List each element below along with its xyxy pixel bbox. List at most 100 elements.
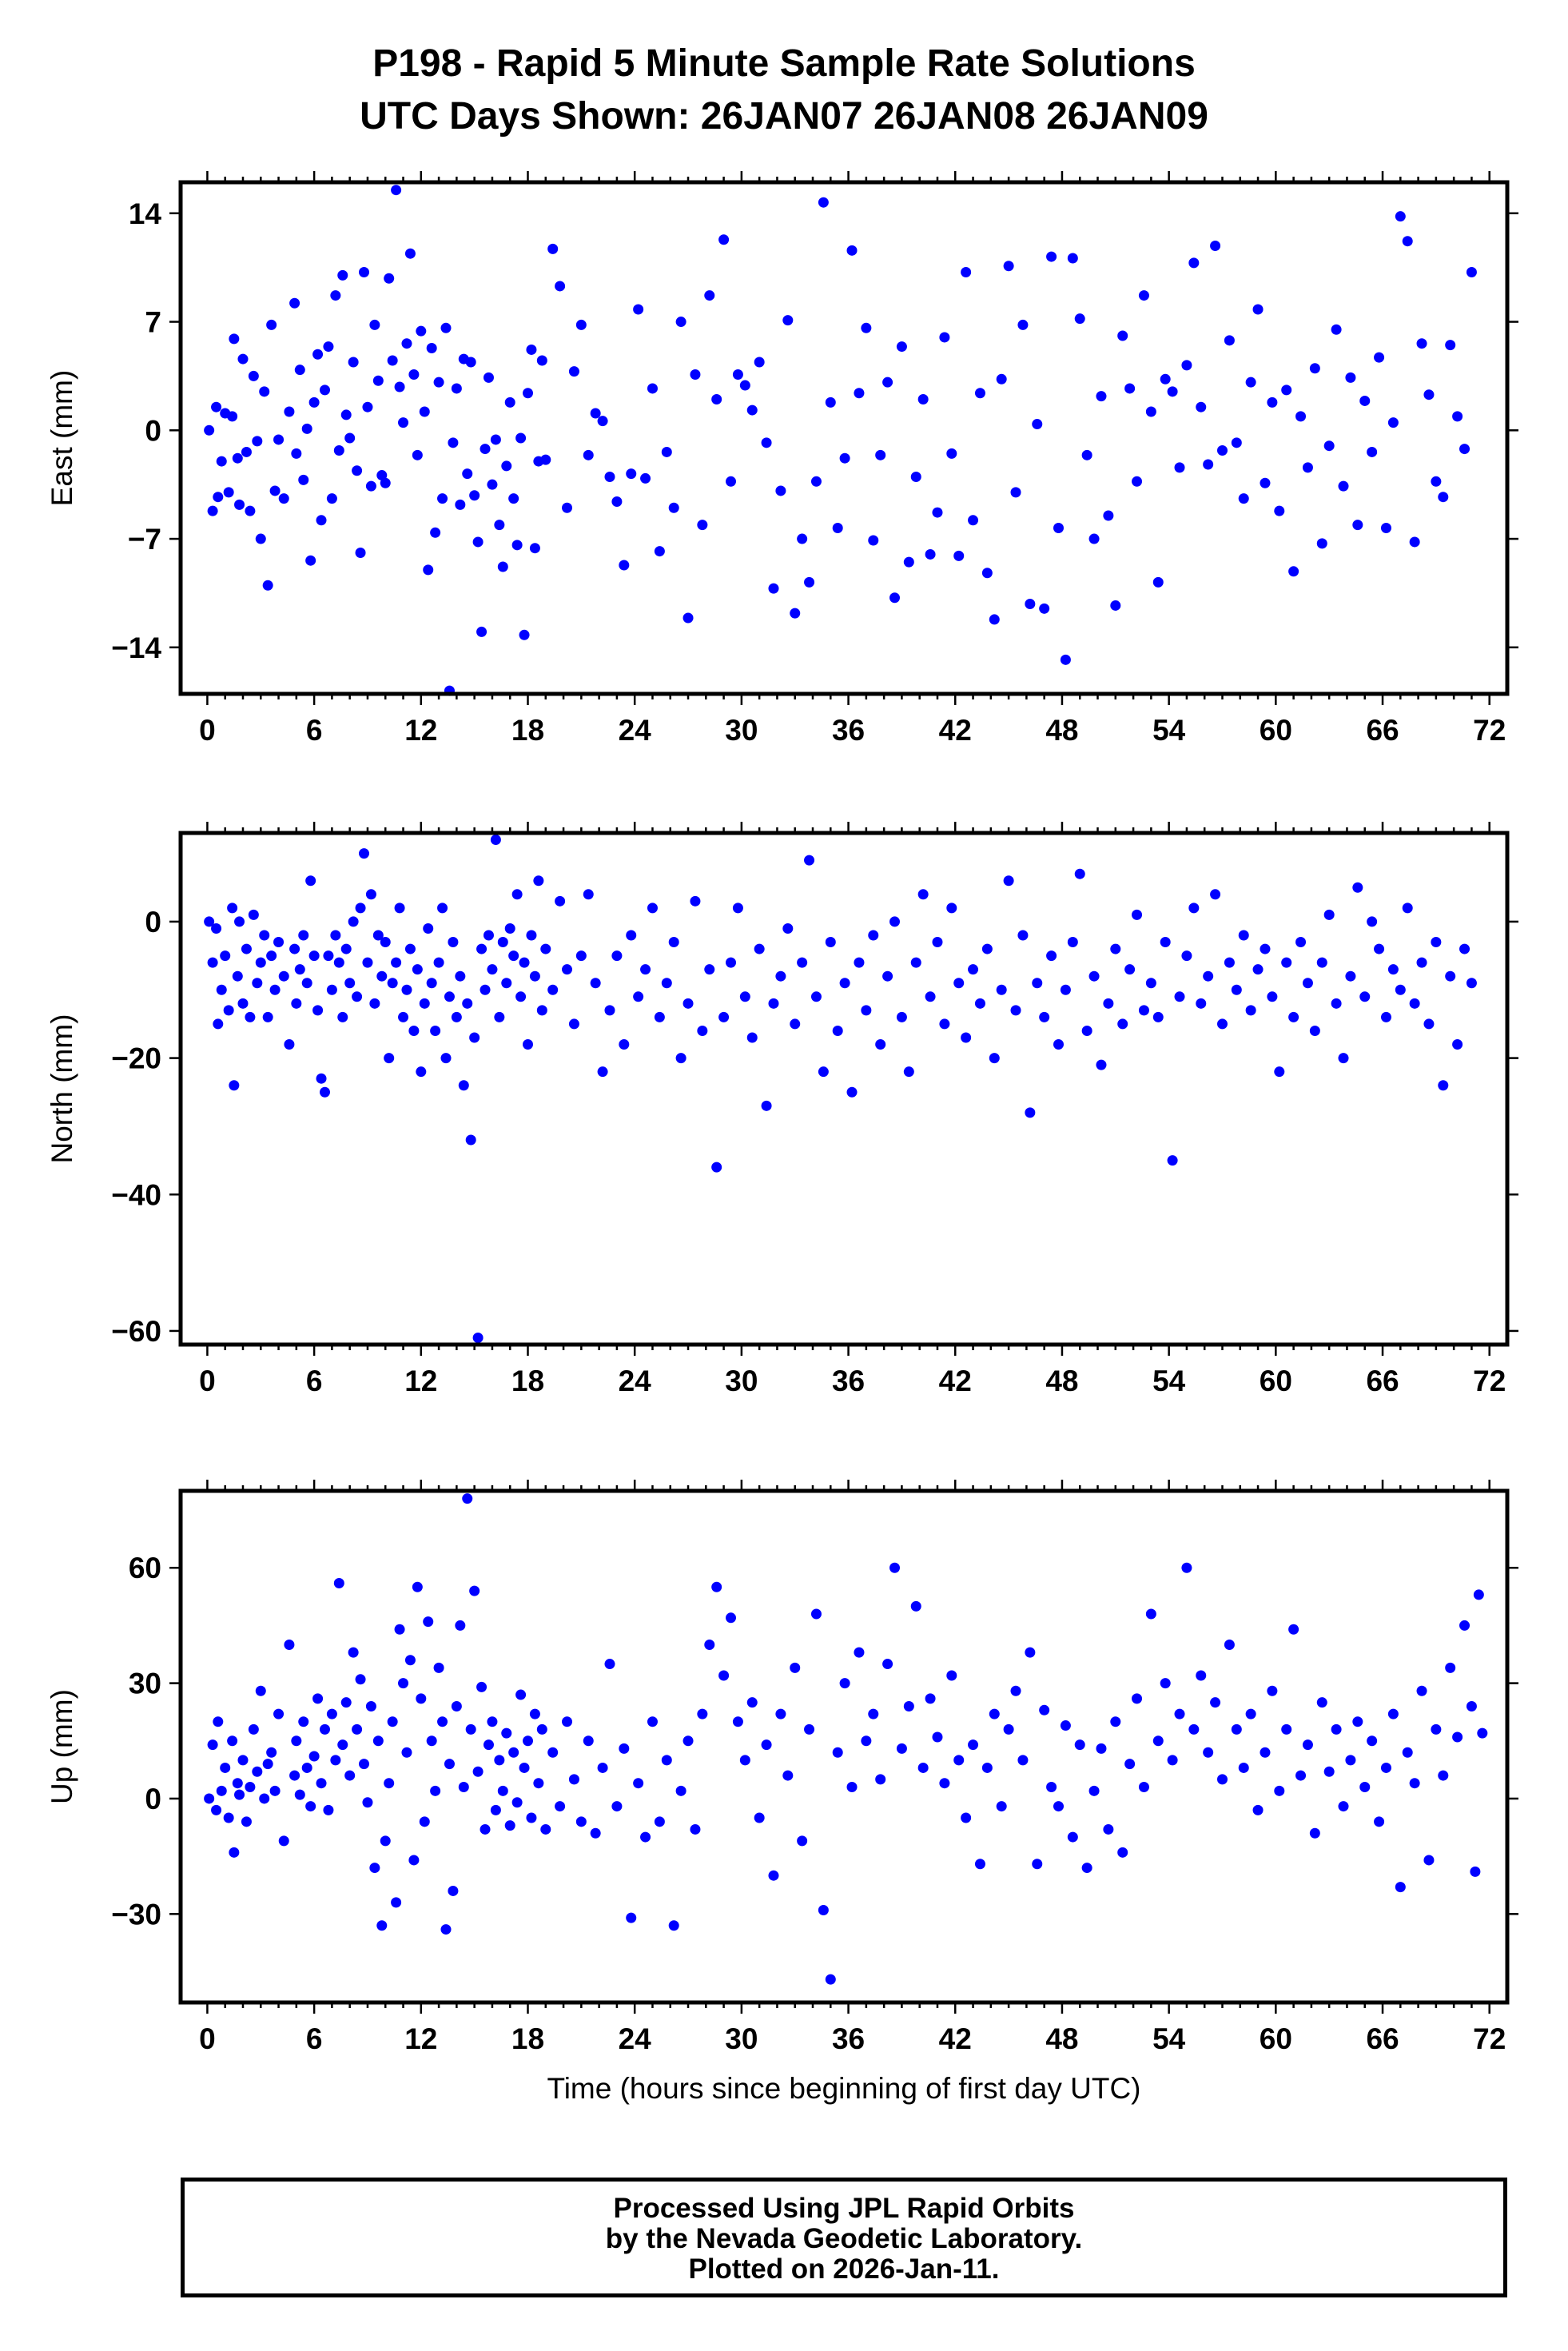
processing-info-box: Processed Using JPL Rapid Orbits by the …: [181, 2178, 1507, 2297]
up-data-point: [1466, 1700, 1477, 1711]
up-data-point: [1224, 1639, 1235, 1650]
up-data-point: [348, 1647, 359, 1658]
east-data-point: [1260, 477, 1271, 488]
up-data-point: [761, 1739, 772, 1751]
up-y-tick-label: 30: [129, 1668, 161, 1700]
up-data-point: [1331, 1723, 1342, 1735]
north-data-point: [583, 889, 594, 900]
east-data-point: [1224, 335, 1235, 346]
up-data-point: [925, 1693, 936, 1704]
north-data-point: [362, 957, 373, 968]
north-data-point: [818, 1066, 829, 1078]
up-data-point: [469, 1585, 480, 1596]
east-data-point: [294, 365, 305, 376]
up-data-point: [782, 1770, 794, 1781]
north-x-tick-label: 6: [306, 1365, 323, 1397]
north-data-point: [1423, 1018, 1435, 1030]
east-data-point: [818, 197, 829, 208]
up-data-point: [1046, 1782, 1057, 1793]
up-data-point: [487, 1716, 498, 1727]
up-data-point: [319, 1723, 330, 1735]
north-data-point: [372, 930, 384, 941]
east-data-point: [519, 629, 530, 640]
north-data-point: [291, 998, 302, 1009]
east-data-point: [790, 608, 801, 619]
up-data-point: [1081, 1863, 1092, 1874]
east-data-point: [1295, 411, 1307, 422]
up-data-point: [804, 1723, 815, 1735]
east-y-axis-label: East (mm): [46, 370, 78, 507]
east-x-tick-label: 12: [404, 714, 437, 747]
north-data-point: [511, 889, 523, 900]
north-x-tick-label: 24: [619, 1365, 652, 1397]
up-data-point: [1103, 1823, 1114, 1835]
up-x-tick-label: 54: [1152, 2022, 1186, 2055]
east-data-point: [508, 493, 519, 504]
east-data-point: [330, 290, 341, 301]
north-data-point: [419, 998, 430, 1009]
north-data-point: [1238, 930, 1249, 941]
up-data-point: [611, 1801, 623, 1812]
east-data-point: [761, 437, 772, 448]
north-data-point: [846, 1086, 858, 1098]
north-data-point: [337, 1011, 348, 1022]
north-data-point: [555, 895, 566, 907]
east-data-point: [597, 416, 608, 427]
north-data-point: [875, 1039, 886, 1050]
north-data-point: [1309, 1025, 1320, 1036]
up-data-point: [953, 1755, 965, 1766]
east-data-point: [494, 520, 505, 531]
up-data-point: [711, 1581, 722, 1592]
east-plot-frame: [178, 180, 1510, 696]
east-data-point: [1416, 338, 1427, 349]
up-data-point: [868, 1708, 879, 1719]
east-data-point: [1402, 236, 1413, 247]
east-data-point: [451, 383, 462, 394]
east-data-point: [515, 432, 527, 444]
up-data-point: [462, 1493, 473, 1504]
up-x-tick-label: 6: [306, 2022, 323, 2055]
east-x-tick-label: 30: [725, 714, 758, 747]
up-data-point: [416, 1693, 427, 1704]
up-y-axis-label: Up (mm): [46, 1689, 78, 1804]
north-data-point: [369, 998, 380, 1009]
north-data-point: [775, 970, 786, 982]
up-x-tick-label: 24: [619, 2022, 652, 2055]
east-data-point: [398, 417, 409, 428]
north-data-point: [540, 943, 551, 954]
footer-line-3: Plotted on 2026-Jan-11.: [688, 2253, 1000, 2285]
up-data-point: [1117, 1847, 1128, 1858]
up-data-point: [1010, 1685, 1021, 1696]
north-data-point: [981, 943, 993, 954]
north-data-point: [1138, 1005, 1149, 1016]
east-y-tick-label: −14: [111, 632, 161, 664]
up-x-tick-label: 42: [939, 2022, 972, 2055]
east-data-point: [647, 383, 658, 394]
up-data-point: [675, 1785, 686, 1796]
north-data-point: [925, 991, 936, 1002]
east-data-point: [1231, 437, 1242, 448]
north-data-point: [1096, 1059, 1107, 1070]
east-data-point: [262, 580, 273, 591]
up-data-point: [515, 1689, 527, 1700]
north-data-point: [305, 875, 316, 887]
up-data-point: [216, 1785, 227, 1796]
north-data-point: [810, 991, 822, 1002]
north-data-point: [1003, 875, 1014, 887]
east-data-point: [981, 568, 993, 579]
up-y-tick-label: 0: [145, 1783, 161, 1815]
up-data-point: [501, 1727, 512, 1739]
north-data-point: [433, 957, 444, 968]
north-data-point: [726, 957, 737, 968]
up-data-point: [683, 1735, 694, 1747]
north-data-point: [1274, 1066, 1285, 1078]
up-data-point: [444, 1759, 455, 1770]
north-x-tick-label: 42: [939, 1365, 972, 1397]
north-data-point: [932, 937, 943, 948]
east-data-point: [1216, 445, 1228, 456]
up-data-point: [404, 1655, 416, 1666]
east-data-point: [1025, 599, 1036, 610]
up-data-point: [1196, 1670, 1207, 1681]
east-data-point: [562, 502, 573, 513]
east-data-point: [298, 474, 309, 485]
